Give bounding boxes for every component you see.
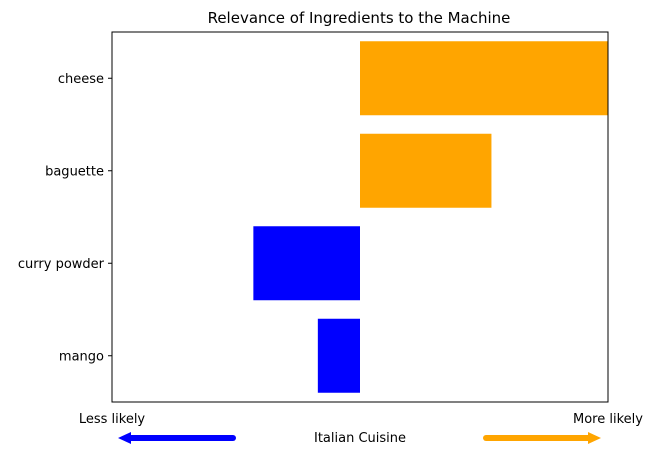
x-tick-label-more-likely: More likely (573, 412, 643, 427)
x-tick-label-less-likely: Less likely (79, 412, 146, 427)
bar-baguette (360, 133, 492, 208)
y-tick-label-cheese: cheese (58, 72, 104, 87)
less-likely-arrow (118, 432, 236, 444)
bars-group (253, 41, 608, 393)
more-likely-arrow (483, 432, 601, 444)
y-tick-label-curry-powder: curry powder (18, 257, 105, 272)
chart-title: Relevance of Ingredients to the Machine (208, 9, 511, 27)
x-axis-label: Italian Cuisine (314, 431, 406, 446)
bar-cheese (360, 41, 608, 116)
y-axis-ticks: cheese baguette curry powder mango (18, 72, 112, 364)
plot-frame (111, 31, 609, 403)
bar-curry-powder (253, 226, 360, 301)
y-tick-label-mango: mango (59, 349, 104, 364)
y-tick-label-baguette: baguette (45, 164, 104, 179)
bar-mango (317, 318, 360, 393)
